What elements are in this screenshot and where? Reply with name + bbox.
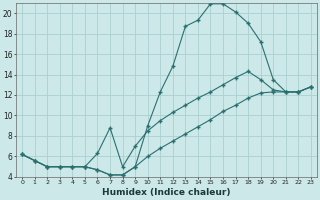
X-axis label: Humidex (Indice chaleur): Humidex (Indice chaleur) [102, 188, 231, 197]
